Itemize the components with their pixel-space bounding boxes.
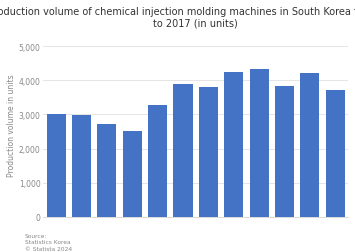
Bar (97, 124, 116, 217)
Bar (326, 90, 345, 217)
Bar (47, 114, 66, 217)
Bar (224, 73, 243, 217)
Bar (250, 70, 269, 217)
Bar (123, 132, 142, 217)
Bar (148, 105, 167, 217)
Bar (275, 87, 294, 217)
Bar (72, 115, 91, 217)
Bar (199, 88, 218, 217)
Y-axis label: Production volume in units: Production volume in units (7, 74, 16, 176)
Title: Production volume of chemical injection molding machines in South Korea from 200: Production volume of chemical injection … (0, 7, 355, 28)
Text: Source:
Statistics Korea
© Statista 2024: Source: Statistics Korea © Statista 2024 (25, 233, 72, 251)
Bar (174, 85, 192, 217)
Bar (300, 74, 320, 217)
